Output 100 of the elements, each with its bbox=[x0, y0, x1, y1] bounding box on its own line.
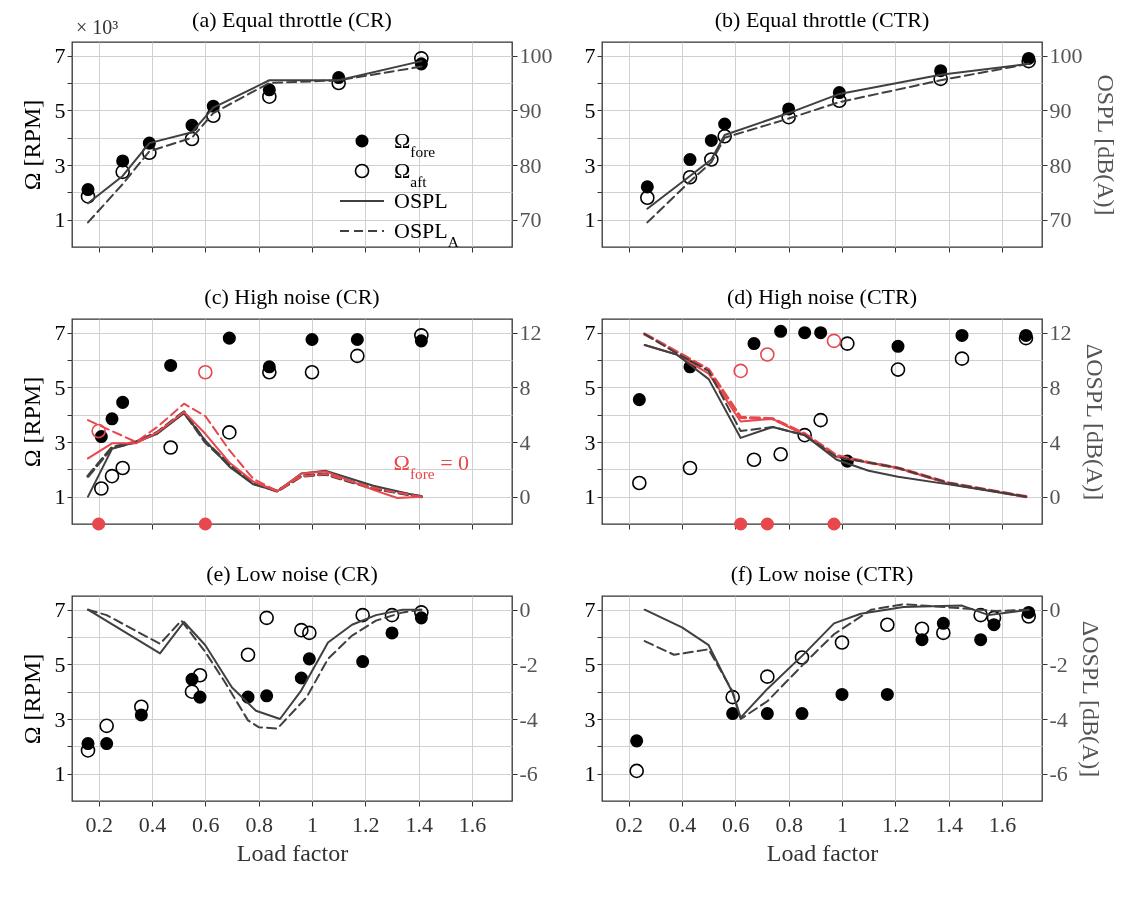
point bbox=[94, 481, 109, 496]
point bbox=[704, 152, 719, 167]
y2-tick-label: 80 bbox=[519, 152, 542, 178]
point bbox=[385, 626, 399, 640]
point bbox=[105, 412, 119, 426]
point bbox=[936, 625, 951, 641]
legend-label: Ω$_{fore}$ bbox=[394, 128, 436, 160]
x-tick-label: 0.8 bbox=[245, 811, 273, 837]
y2-tick-label: 12 bbox=[519, 320, 542, 346]
point bbox=[954, 351, 970, 366]
x-tick-label: 1.6 bbox=[458, 811, 487, 837]
y-tick-label: 3 bbox=[54, 429, 66, 455]
point bbox=[222, 425, 237, 440]
point bbox=[116, 154, 130, 168]
point bbox=[632, 393, 646, 407]
point bbox=[725, 689, 740, 705]
point bbox=[797, 427, 812, 443]
point bbox=[774, 324, 788, 338]
point bbox=[746, 452, 762, 468]
y-tick-label: 7 bbox=[584, 320, 596, 346]
chart-title: (d) High noise (CTR) bbox=[726, 284, 918, 309]
point bbox=[304, 364, 320, 380]
y2-axis-title: OSPL [dB(A)] bbox=[1092, 74, 1119, 216]
y2-tick-label: 90 bbox=[519, 97, 542, 123]
point bbox=[632, 475, 647, 491]
point bbox=[259, 610, 274, 626]
point bbox=[973, 607, 988, 623]
y-tick-label: 3 bbox=[584, 706, 596, 732]
chart-title: (c) High noise (CR) bbox=[204, 284, 380, 309]
point bbox=[794, 650, 810, 665]
point bbox=[834, 635, 850, 650]
point bbox=[92, 517, 106, 531]
y2-tick-label: -4 bbox=[1049, 706, 1068, 732]
point bbox=[198, 517, 212, 531]
y-tick-label: 7 bbox=[54, 597, 66, 623]
y-tick-label: 5 bbox=[54, 651, 66, 677]
point bbox=[760, 517, 774, 531]
y-tick-label: 1 bbox=[54, 484, 66, 510]
y-tick-label: 1 bbox=[54, 207, 66, 233]
legend-label: Ω$_{aft}$ bbox=[394, 158, 428, 190]
point bbox=[302, 652, 316, 666]
text: × 10³ bbox=[76, 16, 119, 38]
point bbox=[184, 684, 200, 699]
point bbox=[718, 117, 732, 131]
point bbox=[356, 655, 370, 669]
y-tick-label: 5 bbox=[584, 651, 596, 677]
point bbox=[683, 153, 697, 167]
chart-title: (e) Low noise (CR) bbox=[206, 561, 378, 586]
y-tick-label: 3 bbox=[584, 152, 596, 178]
y2-tick-label: 80 bbox=[1049, 152, 1072, 178]
point bbox=[350, 332, 364, 347]
y2-tick-label: 8 bbox=[519, 374, 531, 400]
point bbox=[890, 362, 906, 377]
point bbox=[294, 671, 308, 685]
x-tick-label: 1.2 bbox=[352, 811, 380, 837]
x-tick-label: 1 bbox=[837, 811, 848, 837]
point bbox=[629, 763, 644, 779]
y2-axis-title: ΔOSPL [dB(A)] bbox=[1081, 343, 1108, 501]
point bbox=[813, 412, 828, 428]
point bbox=[115, 460, 130, 476]
x-tick-label: 0.2 bbox=[85, 811, 113, 837]
y-axis-title: Ω [RPM] bbox=[18, 99, 45, 191]
x-tick-label: 1.2 bbox=[882, 811, 910, 837]
x-tick-label: 1.4 bbox=[935, 811, 963, 837]
y2-tick-label: 100 bbox=[519, 43, 553, 69]
point bbox=[773, 446, 788, 462]
y2-tick-label: 0 bbox=[1049, 484, 1061, 510]
point bbox=[760, 347, 775, 362]
chart-title: (b) Equal throttle (CTR) bbox=[714, 7, 930, 32]
x-tick-label: 0.6 bbox=[722, 811, 750, 837]
x-tick-label: 1.6 bbox=[988, 811, 1017, 837]
point bbox=[798, 326, 812, 340]
y-tick-label: 7 bbox=[584, 597, 596, 623]
point bbox=[640, 190, 655, 206]
point bbox=[760, 669, 775, 684]
point bbox=[814, 326, 828, 340]
point bbox=[914, 621, 930, 637]
y2-tick-label: 90 bbox=[1049, 97, 1072, 123]
point bbox=[826, 333, 842, 349]
y2-axis-title: ΔOSPL [dB(A)] bbox=[1077, 620, 1104, 778]
chart-title: (a) Equal throttle (CR) bbox=[192, 7, 392, 32]
point bbox=[163, 440, 178, 455]
y2-tick-label: -2 bbox=[1049, 651, 1068, 677]
point bbox=[142, 145, 157, 161]
point bbox=[100, 737, 114, 751]
y-tick-label: 5 bbox=[584, 97, 596, 123]
point bbox=[184, 131, 200, 147]
y2-tick-label: -6 bbox=[1049, 761, 1068, 787]
y2-tick-label: 0 bbox=[1049, 597, 1061, 623]
point bbox=[115, 164, 130, 180]
point bbox=[384, 607, 400, 623]
point bbox=[682, 460, 698, 476]
series-label: Ω$_{fore}$ = 0 bbox=[393, 449, 470, 482]
point bbox=[164, 358, 178, 372]
x-axis-title: Load factor bbox=[766, 839, 879, 866]
point bbox=[891, 339, 905, 353]
point bbox=[104, 468, 120, 484]
point bbox=[260, 689, 274, 703]
y2-tick-label: 100 bbox=[1049, 43, 1083, 69]
y-tick-label: 7 bbox=[54, 320, 66, 346]
